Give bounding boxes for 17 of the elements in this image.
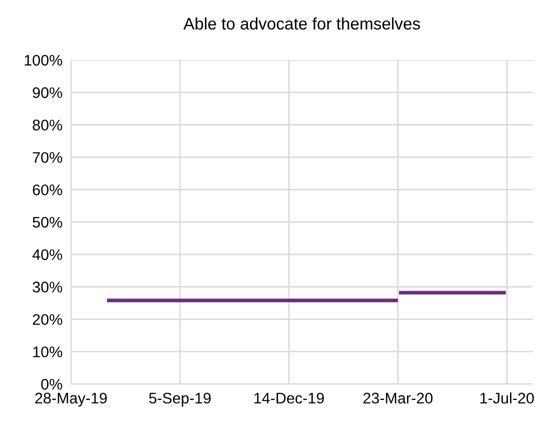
x-tick-label: 28-May-19 <box>35 392 107 407</box>
x-tick-label: 1-Jul-20 <box>480 392 534 404</box>
y-tick-label: 0% <box>41 378 62 390</box>
y-tick-label: 70% <box>32 152 62 163</box>
x-tick-label: 5-Sep-19 <box>149 392 211 407</box>
chart-title: Able to advocate for themselves <box>183 17 420 30</box>
y-tick-label: 30% <box>32 282 62 292</box>
y-tick-label: 10% <box>33 346 62 358</box>
y-tick-label: 80% <box>32 120 62 130</box>
x-tick-label: 23-Mar-20 <box>363 392 433 404</box>
y-tick-label: 90% <box>32 87 62 98</box>
y-tick-label: 100% <box>24 54 62 66</box>
x-tick-label: 14-Dec-19 <box>254 392 324 404</box>
y-tick-label: 40% <box>32 249 62 260</box>
y-tick-label: 60% <box>32 184 62 196</box>
y-tick-label: 50% <box>32 216 62 228</box>
y-tick-label: 20% <box>32 314 62 325</box>
